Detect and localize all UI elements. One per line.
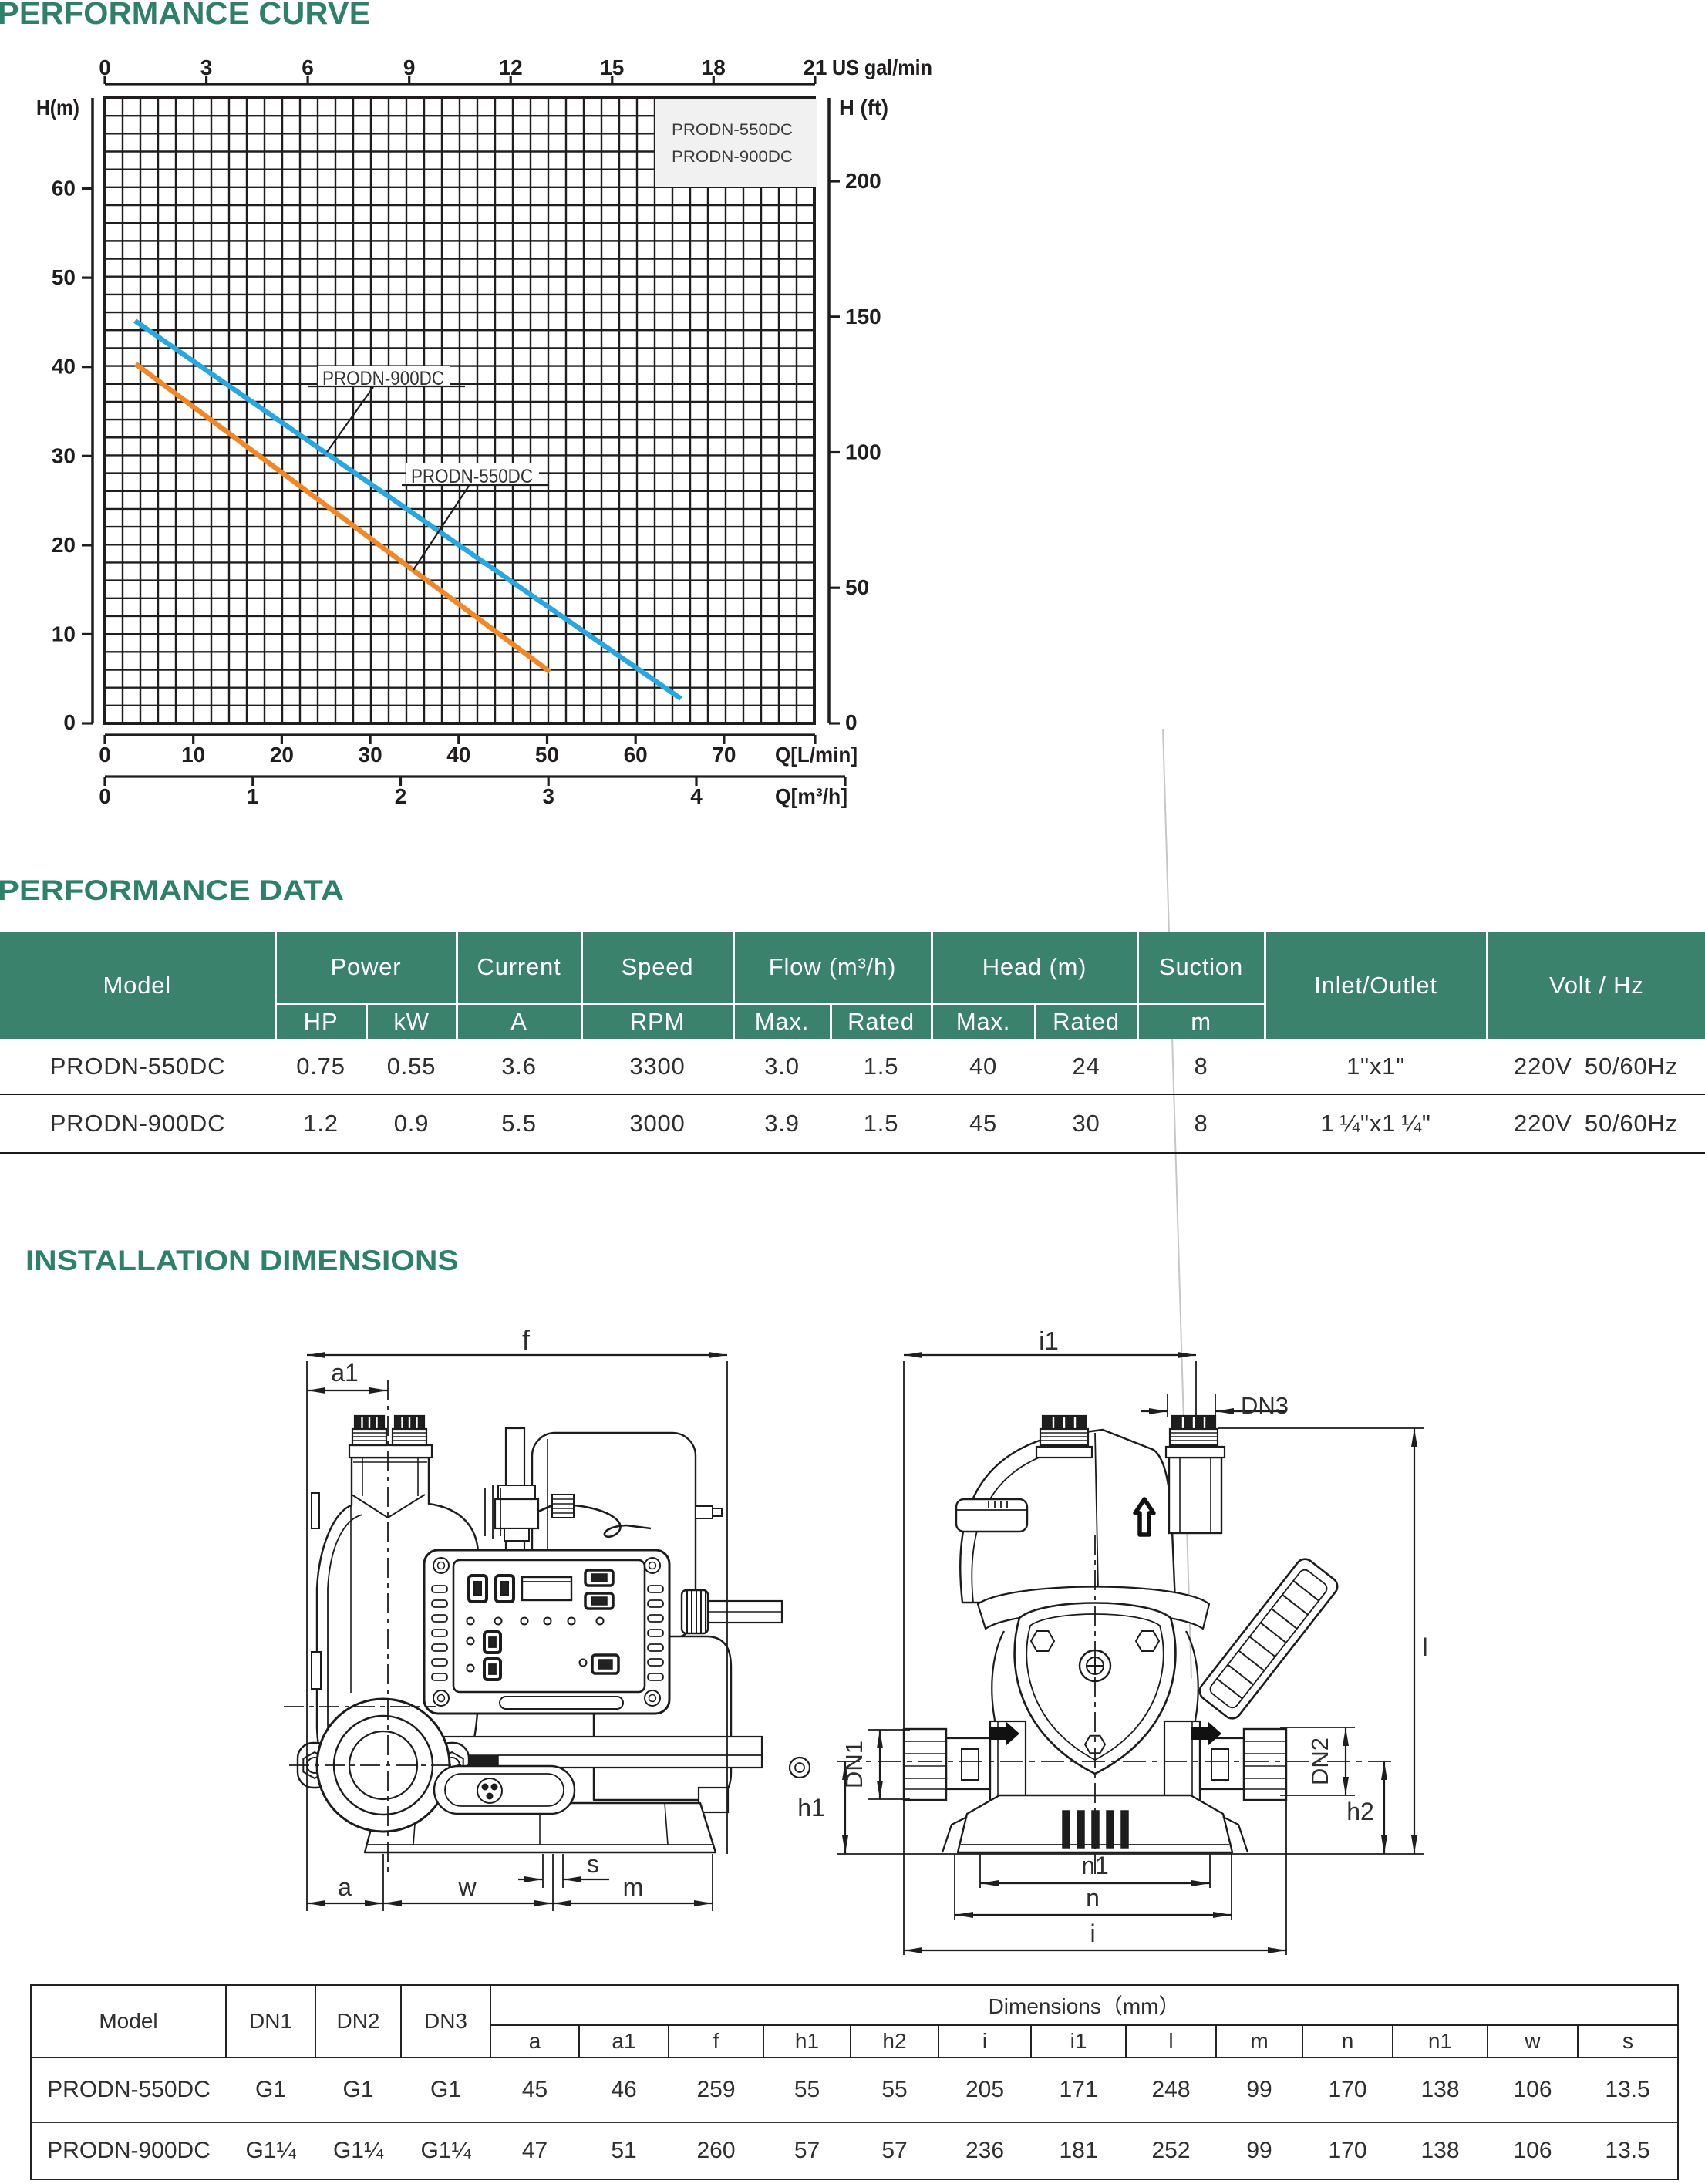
svg-text:0: 0 bbox=[63, 710, 76, 734]
svg-text:H(m): H(m) bbox=[36, 96, 79, 120]
svg-text:3: 3 bbox=[542, 784, 554, 808]
svg-text:0: 0 bbox=[99, 743, 111, 767]
svg-text:US gal/min: US gal/min bbox=[832, 56, 932, 79]
svg-text:21: 21 bbox=[803, 56, 827, 79]
svg-text:i1: i1 bbox=[1039, 1326, 1059, 1355]
svg-text:3: 3 bbox=[200, 56, 213, 79]
svg-text:l: l bbox=[1422, 1633, 1427, 1661]
svg-text:PRODN-550DC: PRODN-550DC bbox=[672, 121, 793, 139]
svg-text:20: 20 bbox=[270, 743, 294, 767]
svg-text:10: 10 bbox=[52, 622, 76, 645]
svg-text:30: 30 bbox=[359, 743, 382, 767]
svg-text:15: 15 bbox=[600, 56, 624, 79]
svg-text:50: 50 bbox=[845, 575, 869, 599]
svg-text:w: w bbox=[457, 1873, 477, 1901]
svg-text:f: f bbox=[522, 1324, 531, 1356]
svg-text:a: a bbox=[338, 1873, 352, 1901]
svg-text:4: 4 bbox=[690, 784, 703, 808]
svg-text:DN2: DN2 bbox=[1306, 1737, 1333, 1785]
svg-text:a1: a1 bbox=[331, 1359, 359, 1387]
svg-text:200: 200 bbox=[845, 169, 881, 193]
svg-text:n1: n1 bbox=[1081, 1852, 1109, 1879]
svg-text:70: 70 bbox=[712, 743, 736, 767]
svg-text:100: 100 bbox=[845, 440, 881, 464]
svg-text:2: 2 bbox=[395, 784, 407, 808]
svg-text:DN3: DN3 bbox=[1241, 1392, 1289, 1419]
svg-text:50: 50 bbox=[52, 265, 76, 289]
svg-text:40: 40 bbox=[446, 743, 470, 767]
svg-text:12: 12 bbox=[499, 56, 523, 79]
svg-text:PRODN-900DC: PRODN-900DC bbox=[322, 368, 444, 389]
svg-text:9: 9 bbox=[403, 56, 416, 79]
svg-text:6: 6 bbox=[302, 56, 314, 79]
svg-text:60: 60 bbox=[624, 743, 648, 767]
svg-text:10: 10 bbox=[181, 743, 205, 767]
svg-text:Q[L/min]: Q[L/min] bbox=[775, 743, 858, 767]
svg-text:150: 150 bbox=[845, 305, 881, 329]
svg-text:H (ft): H (ft) bbox=[839, 96, 888, 120]
svg-text:20: 20 bbox=[52, 533, 76, 557]
svg-text:DN1: DN1 bbox=[841, 1741, 868, 1788]
svg-text:h1: h1 bbox=[797, 1794, 825, 1822]
svg-text:1: 1 bbox=[247, 784, 259, 808]
svg-text:Q[m³/h]: Q[m³/h] bbox=[775, 784, 847, 808]
svg-text:30: 30 bbox=[52, 443, 76, 467]
svg-text:50: 50 bbox=[535, 743, 559, 767]
svg-text:h2: h2 bbox=[1346, 1798, 1374, 1825]
svg-text:18: 18 bbox=[702, 56, 726, 79]
svg-text:m: m bbox=[623, 1873, 644, 1901]
svg-text:0: 0 bbox=[99, 56, 111, 79]
svg-text:s: s bbox=[587, 1850, 599, 1878]
svg-text:i: i bbox=[1090, 1919, 1095, 1947]
svg-text:PRODN-550DC: PRODN-550DC bbox=[411, 466, 533, 487]
svg-text:40: 40 bbox=[52, 355, 76, 379]
svg-text:0: 0 bbox=[845, 710, 858, 734]
svg-text:60: 60 bbox=[52, 177, 76, 201]
svg-text:PRODN-900DC: PRODN-900DC bbox=[672, 148, 793, 166]
svg-text:n: n bbox=[1086, 1884, 1100, 1912]
svg-text:0: 0 bbox=[99, 784, 111, 808]
